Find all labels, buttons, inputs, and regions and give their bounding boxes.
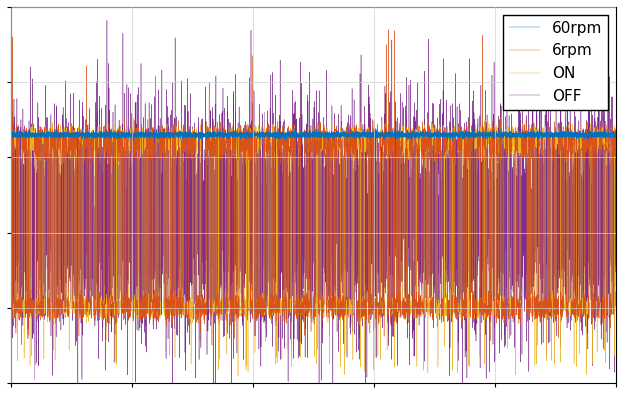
6rpm bbox=[612, 309, 620, 314]
Line: OFF: OFF bbox=[11, 20, 616, 394]
ON bbox=[424, 117, 431, 122]
ON bbox=[32, 303, 40, 308]
OFF bbox=[32, 222, 40, 227]
ON bbox=[612, 139, 620, 143]
6rpm bbox=[44, 144, 51, 149]
6rpm bbox=[208, 343, 216, 348]
60rpm bbox=[44, 134, 51, 138]
OFF bbox=[612, 284, 620, 289]
Line: 6rpm: 6rpm bbox=[11, 30, 616, 345]
OFF bbox=[581, 153, 588, 158]
OFF bbox=[44, 115, 51, 120]
6rpm bbox=[10, 141, 17, 146]
ON bbox=[7, 138, 15, 143]
Line: 60rpm: 60rpm bbox=[11, 128, 616, 141]
6rpm bbox=[126, 312, 133, 317]
ON bbox=[581, 144, 588, 149]
60rpm bbox=[240, 126, 247, 130]
OFF bbox=[7, 126, 15, 131]
OFF bbox=[10, 310, 17, 315]
ON bbox=[234, 374, 242, 379]
6rpm bbox=[384, 27, 392, 32]
ON bbox=[44, 141, 51, 146]
60rpm bbox=[7, 132, 15, 136]
OFF bbox=[303, 275, 311, 279]
60rpm bbox=[581, 133, 588, 138]
ON bbox=[303, 308, 311, 312]
6rpm bbox=[303, 314, 311, 318]
ON bbox=[10, 304, 17, 309]
60rpm bbox=[303, 133, 311, 138]
6rpm bbox=[32, 157, 40, 162]
60rpm bbox=[612, 132, 620, 137]
OFF bbox=[103, 18, 111, 23]
6rpm bbox=[7, 131, 15, 136]
60rpm bbox=[32, 132, 40, 136]
60rpm bbox=[10, 134, 17, 139]
60rpm bbox=[449, 138, 456, 143]
Line: ON: ON bbox=[11, 120, 616, 376]
6rpm bbox=[581, 137, 588, 142]
OFF bbox=[126, 166, 133, 171]
60rpm bbox=[126, 132, 133, 136]
ON bbox=[126, 138, 133, 143]
Legend: 60rpm, 6rpm, ON, OFF: 60rpm, 6rpm, ON, OFF bbox=[503, 15, 609, 110]
